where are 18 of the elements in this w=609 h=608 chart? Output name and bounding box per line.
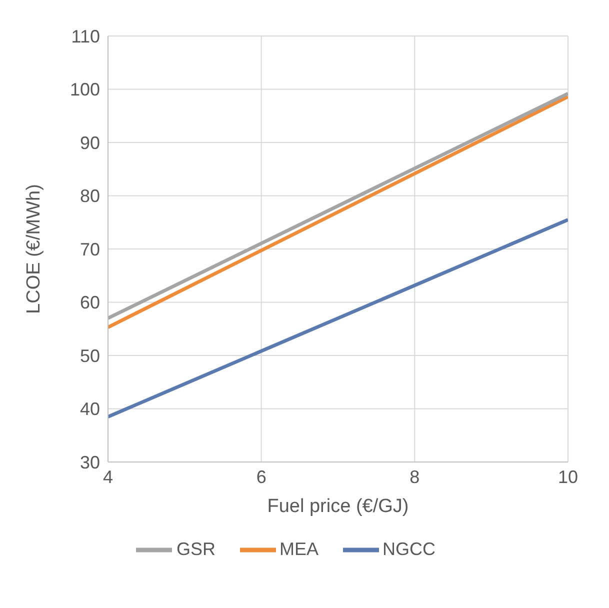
y-tick-label: 40 (80, 399, 100, 420)
legend-label: GSR (176, 538, 216, 559)
y-tick-label: 30 (80, 452, 100, 472)
y-axis-title: LCOE (€/MWh) (24, 184, 45, 314)
y-tick-label: 50 (80, 346, 100, 366)
x-tick-label: 4 (102, 466, 114, 487)
y-tick-label: 100 (70, 80, 100, 100)
legend-label: NGCC (382, 538, 436, 559)
y-tick-label: 90 (80, 132, 100, 153)
y-tick-label: 110 (71, 26, 100, 46)
legend-label: MEA (280, 538, 319, 559)
x-tick-label: 10 (558, 466, 578, 487)
x-axis-title: Fuel price (€/GJ) (267, 496, 409, 517)
x-tick-label: 6 (256, 466, 266, 487)
x-tick-label: 8 (410, 466, 420, 487)
y-tick-label: 80 (80, 186, 100, 206)
y-tick-label: 70 (80, 239, 100, 260)
y-tick-label: 60 (80, 292, 100, 313)
